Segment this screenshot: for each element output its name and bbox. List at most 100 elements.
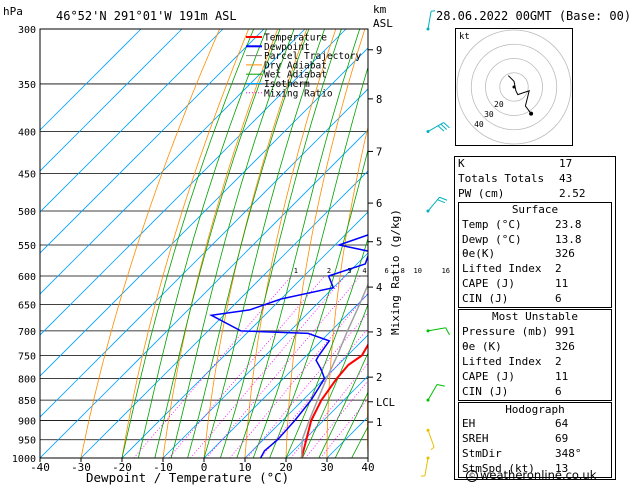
mixing-ratio-label: 2	[327, 267, 331, 275]
indices-panel: K 17 Totals Totals 43 PW (cm) 2.52 Surface Te…	[454, 156, 616, 481]
wet-adiabat-line	[187, 29, 310, 458]
isotherm-line	[40, 29, 347, 336]
unstable-label: Pressure (mb)	[462, 324, 549, 338]
wet-adiabat-line	[269, 148, 368, 458]
hodograph-stat-value: 69	[555, 432, 569, 446]
wind-barb-flag	[445, 327, 450, 336]
surface-label: CAPE (J)	[462, 277, 515, 291]
mixing-ratio-axis-label: Mixing Ratio (g/kg)	[389, 209, 402, 335]
index-label: K	[458, 157, 465, 170]
x-tick-label: 0	[201, 461, 208, 474]
pressure-tick-label: 950	[18, 436, 36, 447]
datetime-title: 28.06.2022 00GMT (Base: 00)	[436, 9, 629, 23]
wet-adiabat-line	[170, 29, 295, 458]
wet-adiabat-line	[138, 29, 267, 458]
legend-label: Isotherm	[264, 79, 310, 90]
index-row: Totals Totals 43	[455, 172, 615, 187]
surface-label: θe(K)	[462, 247, 496, 261]
wet-adiabat-line	[154, 29, 281, 458]
surface-row: CAPE (J) 11	[459, 277, 611, 292]
km-tick-label: 9	[376, 45, 382, 57]
surface-value: 13.8	[555, 232, 582, 246]
hodograph-ring-label: 30	[484, 110, 494, 119]
wet-adiabat-line	[252, 65, 368, 458]
index-value: 17	[559, 157, 573, 170]
hodograph-stat-row: SREH 69	[459, 432, 611, 447]
pressure-tick-label: 850	[18, 396, 36, 407]
wet-adiabat-line	[203, 29, 325, 458]
wet-adiabat-line	[121, 29, 255, 458]
isotherm-line	[40, 29, 306, 295]
surface-row: Lifted Index 2	[459, 262, 611, 277]
pressure-tick-label: 500	[18, 207, 36, 218]
dry-adiabat-line	[80, 29, 220, 458]
unstable-row: θe (K) 326	[459, 340, 611, 355]
mixing-ratio-label: 6	[384, 267, 388, 275]
footer-credit[interactable]: © weatheronline.co.uk	[466, 468, 596, 482]
wind-barb-flag	[430, 446, 435, 450]
hodograph-stat-row: StmSpd (kt) 13	[459, 462, 611, 477]
index-label: Totals Totals	[458, 171, 545, 185]
isotherm-line	[40, 29, 142, 131]
location-title: 46°52'N 291°01'W 191m ASL	[56, 9, 237, 23]
hodograph-title: Hodograph	[505, 402, 565, 416]
x-tick-label: -40	[30, 461, 50, 474]
km-tick-label: 3	[376, 327, 382, 339]
asl-unit: ASL	[373, 17, 393, 30]
dry-adiabat-line	[407, 29, 452, 458]
pressure-tick-label: 650	[18, 301, 36, 312]
wind-barb-staff	[427, 327, 446, 332]
hodograph-stat-label: EH	[462, 417, 476, 431]
isotherm-line	[162, 252, 368, 458]
x-axis-label: Dewpoint / Temperature (°C)	[86, 470, 289, 485]
pressure-tick-label: 900	[18, 416, 36, 427]
unstable-value: 6	[555, 384, 562, 398]
wind-barb-staff	[427, 122, 444, 132]
pressure-tick-label: 450	[18, 169, 36, 180]
surface-value: 6	[555, 292, 562, 306]
hodograph-trace	[507, 75, 532, 114]
x-tick-label: 40	[361, 461, 374, 474]
wind-barb-staff	[427, 430, 435, 448]
index-label: PW (cm)	[458, 186, 505, 200]
pressure-tick-label: 300	[18, 25, 36, 36]
unstable-label: Lifted Index	[462, 354, 542, 368]
wet-adiabat-line	[285, 237, 368, 458]
mixing-ratio-line	[290, 362, 368, 458]
unstable-value: 11	[555, 369, 569, 383]
km-tick-label: 7	[376, 146, 382, 158]
index-row: PW (cm) 2.52	[455, 187, 615, 202]
isotherm-line	[203, 293, 368, 458]
storm-motion-marker	[529, 111, 534, 116]
surface-row: CIN (J) 6	[459, 292, 611, 307]
hodograph-unit: kt	[459, 32, 470, 42]
unstable-row: Pressure (mb) 991	[459, 325, 611, 340]
hodograph-ring	[470, 43, 558, 131]
unstable-label: CAPE (J)	[462, 369, 515, 383]
hodograph-ring	[485, 58, 543, 116]
hodograph-ring	[456, 29, 572, 145]
hodograph-ring	[499, 72, 529, 102]
unstable-label: θe (K)	[462, 339, 502, 353]
km-tick-label: 5	[376, 237, 382, 249]
km-tick-label: 6	[376, 198, 382, 210]
isotherm-line	[80, 170, 368, 458]
dry-adiabat-line	[366, 371, 368, 458]
surface-box: Surface Temp (°C) 23.8 Dewp (°C) 13.8 θe(K) 3…	[458, 201, 612, 309]
wind-barb-staff	[427, 11, 432, 30]
x-tick-label: 20	[279, 461, 292, 474]
isotherm-line	[40, 29, 265, 254]
hodograph-box: Hodograph EH 64 SREH 69 StmDir 348° StmSpd (kt…	[458, 401, 612, 479]
unstable-label: CIN (J)	[462, 384, 509, 398]
surface-value: 23.8	[555, 217, 582, 231]
surface-label: Temp (°C)	[462, 217, 522, 231]
pressure-tick-label: 350	[18, 80, 36, 91]
x-tick-label: 10	[238, 461, 251, 474]
km-tick-label: 4	[376, 282, 382, 294]
hodograph-stat-label: StmDir	[462, 447, 502, 461]
km-tick-label: LCL	[376, 397, 395, 409]
unstable-value: 2	[555, 354, 562, 368]
wind-barb-flag	[436, 384, 445, 387]
km-unit: km	[373, 3, 387, 16]
dry-adiabat-line	[203, 29, 308, 458]
